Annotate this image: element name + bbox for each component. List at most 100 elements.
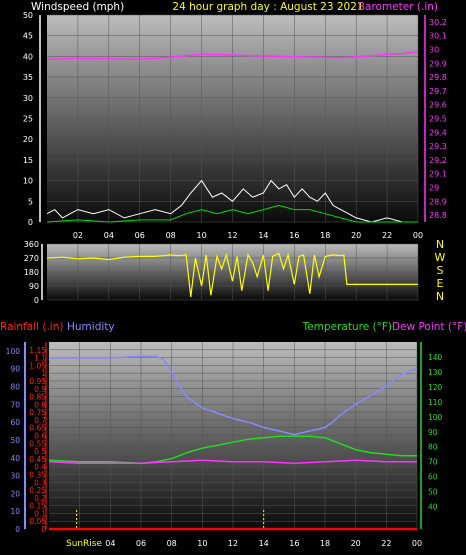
wind-x-tick-label: 00 (413, 231, 423, 240)
rain-tick-label: 1.1 (34, 354, 46, 363)
windspeed-title: Windspeed (mph) (31, 1, 124, 13)
barometer-tick-label: 29.2 (429, 156, 447, 165)
rain-tick-label: 0.15 (29, 502, 46, 511)
barometer-tick-label: 29.4 (429, 128, 447, 137)
series-wind (46, 204, 418, 223)
rain-tick-label: 0.2 (34, 494, 46, 503)
wind-x-tick-label: 20 (351, 231, 361, 240)
compass-label: E (437, 277, 444, 290)
wind-tick-label: 5 (28, 197, 33, 206)
wind-x-tick-label: 04 (104, 231, 114, 240)
wind-tick-label: 15 (23, 156, 33, 165)
direction-tick-label: 360 (24, 240, 39, 249)
temperature-tick-label: 90 (428, 428, 438, 437)
wind-tick-label: 25 (23, 115, 33, 124)
rain-tick-label: 0.3 (34, 478, 46, 487)
rain-tick-label: 0.35 (29, 470, 46, 479)
barometer-tick-label: 30.1 (429, 32, 447, 41)
climate-x-tick-label: 18 (320, 539, 330, 548)
series-humidity (49, 355, 418, 436)
temperature-title: Temperature (°F) (302, 321, 392, 333)
climate-x-tick-label: 00 (412, 539, 422, 548)
humidity-tick-label: 60 (10, 418, 20, 427)
direction-tick-label: 0 (34, 296, 39, 305)
rain-tick-label: 0.5 (34, 447, 46, 456)
wind-tick-label: 20 (23, 135, 33, 144)
rain-tick-label: 1.15 (29, 346, 46, 355)
rain-tick-label: 0.05 (29, 517, 46, 526)
humidity-tick-label: 100 (6, 347, 21, 356)
rain-tick-label: 0.7 (34, 416, 46, 425)
wind-x-tick-label: 18 (320, 231, 330, 240)
rain-tick-label: 0.95 (29, 377, 46, 386)
wind-tick-label: 45 (23, 32, 33, 41)
rain-tick-label: 1 (41, 369, 46, 378)
temperature-tick-label: 80 (428, 443, 438, 452)
compass-label: N (436, 238, 444, 251)
humidity-tick-label: 10 (10, 507, 20, 516)
barometer-tick-label: 29.7 (429, 87, 447, 96)
barometer-tick-label: 29.3 (429, 142, 447, 151)
wind-x-tick-label: 16 (289, 231, 299, 240)
wind-tick-label: 35 (23, 73, 33, 82)
barometer-tick-label: 29.9 (429, 59, 447, 68)
temperature-tick-label: 120 (428, 383, 443, 392)
humidity-tick-label: 40 (10, 454, 20, 463)
series-dew-point-f- (48, 459, 417, 464)
rise-label: Rise (83, 539, 102, 549)
climate-x-tick-label: 22 (381, 539, 391, 548)
rain-tick-label: 0.9 (34, 385, 46, 394)
chart-date-title: 24 hour graph day : August 23 2021 (172, 1, 363, 13)
barometer-tick-label: 28.9 (429, 197, 447, 206)
rain-tick-label: 0.55 (29, 439, 46, 448)
barometer-tick-label: 29.8 (429, 73, 447, 82)
wind-tick-label: 50 (23, 11, 33, 20)
climate-x-tick-label: 06 (136, 539, 146, 548)
wind-x-tick-label: 06 (135, 231, 145, 240)
barometer-tick-label: 29.5 (429, 115, 447, 124)
climate-x-tick-label: 12 (228, 539, 238, 548)
climate-x-tick-label: 04 (105, 539, 115, 548)
compass-label: W (435, 251, 446, 264)
sun-label: Sun (66, 539, 83, 549)
wind-x-tick-label: 08 (166, 231, 176, 240)
climate-x-tick-label: 14 (259, 539, 269, 548)
humidity-title: Humidity (67, 321, 115, 333)
temperature-tick-label: 60 (428, 473, 438, 482)
temperature-tick-label: 130 (428, 368, 443, 377)
barometer-tick-label: 29 (429, 184, 439, 193)
series-barometer-in- (46, 50, 419, 60)
temperature-tick-label: 140 (428, 353, 443, 362)
temperature-tick-label: 70 (428, 458, 438, 467)
series-gust (46, 179, 418, 223)
wind-x-tick-label: 22 (382, 231, 392, 240)
wind-x-tick-label: 02 (73, 231, 83, 240)
barometer-tick-label: 29.1 (429, 170, 447, 179)
barometer-tick-label: 29.6 (429, 101, 447, 110)
humidity-tick-label: 0 (15, 525, 20, 534)
temperature-tick-label: 50 (428, 488, 438, 497)
dewpoint-title: Dew Point (°F) (392, 321, 466, 333)
barometer-tick-label: 30.2 (429, 18, 447, 27)
humidity-tick-label: 20 (10, 489, 20, 498)
climate-x-tick-label: 20 (351, 539, 361, 548)
compass-label: S (437, 264, 444, 277)
climate-x-tick-label: 10 (197, 539, 207, 548)
barometer-tick-label: 30 (429, 46, 439, 55)
climate-x-tick-label: 16 (289, 539, 299, 548)
temperature-tick-label: 100 (428, 413, 443, 422)
humidity-tick-label: 50 (10, 436, 20, 445)
rain-tick-label: 0 (41, 525, 46, 534)
rain-tick-label: 0.8 (34, 400, 46, 409)
rain-tick-label: 0.1 (34, 509, 46, 518)
direction-tick-label: 90 (29, 282, 39, 291)
barometer-title: Barometer (.in) (358, 1, 438, 13)
rain-tick-label: 0.65 (29, 424, 46, 433)
direction-tick-label: 270 (24, 254, 39, 263)
wind-tick-label: 10 (23, 177, 33, 186)
compass-label: N (436, 290, 444, 303)
rain-tick-label: 0.75 (29, 408, 46, 417)
humidity-tick-label: 90 (10, 365, 20, 374)
rain-tick-label: 1.05 (29, 361, 46, 370)
